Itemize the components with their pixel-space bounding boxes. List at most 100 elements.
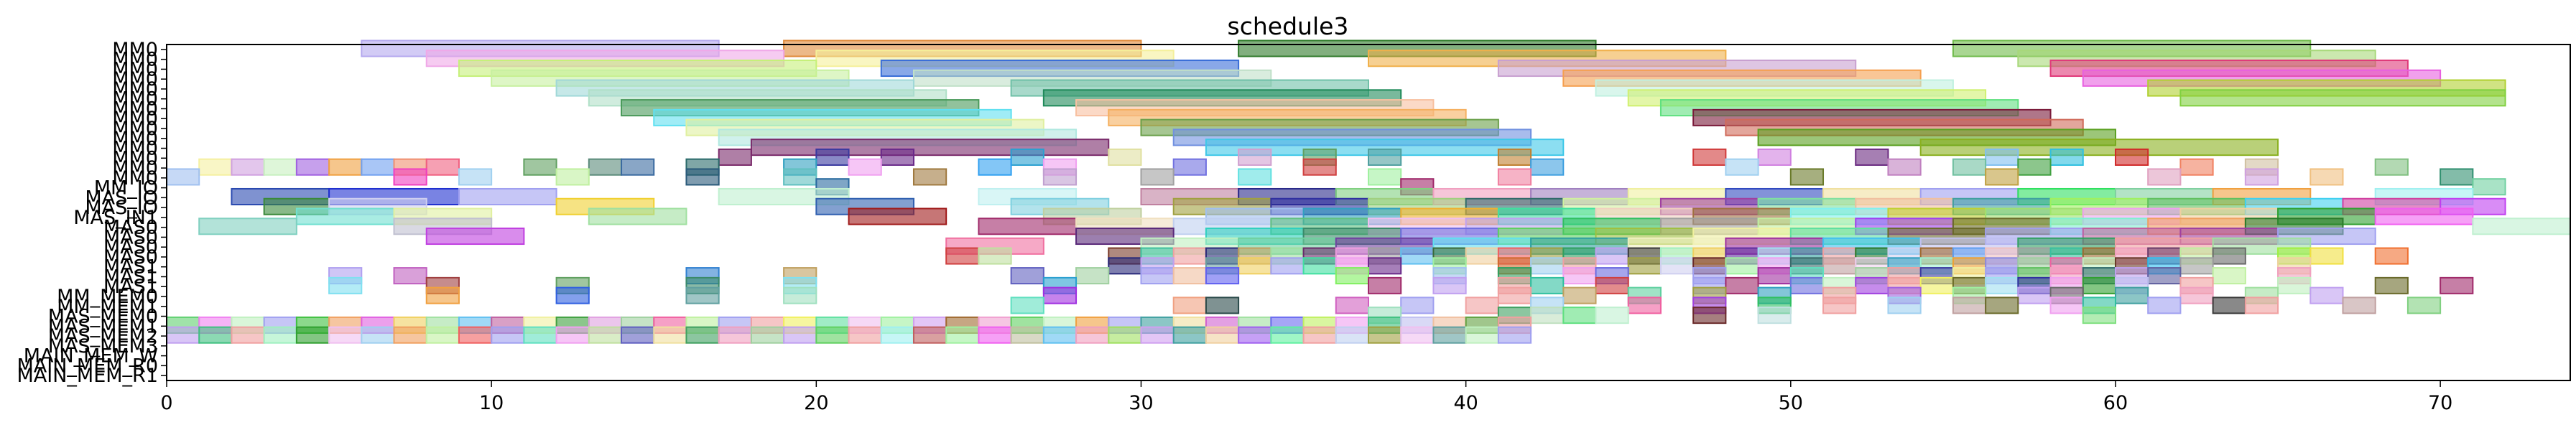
y-tick-label: MM0 (112, 108, 158, 130)
gantt-bar (1692, 148, 1727, 166)
gantt-bar (361, 158, 395, 176)
chart-title: schedule3 (1228, 12, 1349, 40)
gantt-bar (295, 207, 395, 225)
gantt-bar (2440, 276, 2474, 294)
gantt-bar (1075, 267, 1110, 285)
gantt-bar (393, 326, 427, 344)
gantt-bar (1465, 296, 1499, 314)
y-tick-label: MAIN_MEM_R0 (17, 355, 158, 377)
gantt-bar (1562, 267, 1597, 285)
y-tick-label: MM0 (112, 167, 158, 190)
gantt-bar (1368, 148, 1402, 166)
gantt-bar (2179, 286, 2214, 304)
gantt-bar (2147, 168, 2182, 186)
gantt-bar (295, 158, 330, 176)
gantt-bar (1400, 326, 1435, 344)
gantt-bar (198, 218, 297, 235)
gantt-bar (1952, 296, 1987, 314)
y-tick-label: MAS_IO (85, 197, 158, 219)
gantt-bar (166, 168, 200, 186)
gantt-bar (2212, 296, 2246, 314)
gantt-bar (1887, 158, 1922, 176)
gantt-bar (1172, 296, 1207, 314)
gantt-bar (1757, 267, 1792, 285)
gantt-bar (653, 326, 687, 344)
gantt-bar (328, 158, 363, 176)
gantt-bar (458, 326, 493, 344)
gantt-bar (1985, 276, 2019, 294)
gantt-bar (1789, 168, 1825, 186)
gantt-bar (621, 326, 655, 344)
x-axis-ticks: 0 10 20 30 40 50 60 70 (160, 380, 2452, 414)
gantt-bar (425, 158, 460, 176)
gantt-bar (1919, 139, 2279, 157)
gantt-bar (1822, 257, 1857, 275)
gantt-bar (425, 326, 460, 344)
y-tick-label: MAS0 (103, 226, 158, 248)
gantt-bar (523, 158, 557, 176)
gantt-bar (393, 267, 427, 285)
y-tick-label: MM0 (112, 138, 158, 160)
gantt-bar (588, 326, 623, 344)
y-tick-label: MAS_MEM3 (48, 335, 158, 358)
gantt-bar (1010, 267, 1044, 285)
y-axis-ticks: MM0MM0MM0MM0MM0MM0MM0MM0MM0MM0MM0MM0MM0M… (17, 39, 167, 387)
bars-layer (166, 39, 2571, 344)
y-tick-label: MM0 (112, 68, 158, 90)
gantt-bar (1335, 296, 1370, 314)
gantt-bar (425, 228, 525, 246)
gantt-bar (1465, 326, 1499, 344)
y-tick-label: MAS0 (103, 217, 158, 239)
gantt-bar (198, 158, 233, 176)
gantt-bar (1205, 296, 1240, 314)
gantt-bar (750, 326, 785, 344)
gantt-bar (1595, 276, 1629, 294)
gantt-bar (848, 158, 882, 176)
gantt-bar (2147, 296, 2182, 314)
gantt-bar (1238, 326, 1272, 344)
gantt-bar (1042, 326, 1078, 344)
gantt-bar (1562, 286, 1597, 304)
gantt-bar (2309, 168, 2344, 186)
gantt-bar (685, 168, 720, 186)
gantt-bar (2049, 148, 2084, 166)
gantt-bar (361, 326, 395, 344)
gantt-bar (523, 326, 557, 344)
gantt-bar (1368, 276, 1402, 294)
gantt-bar (2114, 148, 2149, 166)
gantt-bar (2049, 296, 2084, 314)
gantt-bar (1335, 326, 1370, 344)
gantt-bar (1172, 247, 1207, 265)
gantt-bar (1465, 247, 1499, 265)
gantt-bar (2342, 296, 2376, 314)
gantt-bar (945, 326, 980, 344)
gantt-bar (1238, 257, 1272, 275)
gantt-bar (263, 326, 297, 344)
gantt-bar (1530, 158, 1565, 176)
gantt-bar (231, 326, 265, 344)
gantt-bar (2212, 267, 2246, 285)
gantt-bar (1010, 296, 1044, 314)
gantt-bar (1919, 276, 1954, 294)
gantt-bar (1822, 296, 1857, 314)
gantt-bar (1172, 326, 1207, 344)
y-tick-label: MAS_IO (85, 187, 158, 209)
x-tick-label: 30 (1129, 392, 1153, 414)
gantt-bar (2244, 168, 2279, 186)
x-tick-label: 0 (160, 392, 172, 414)
y-tick-label: MAS_MEM1 (48, 315, 158, 337)
gantt-bar (621, 158, 655, 176)
gantt-bar (1595, 307, 1629, 324)
x-tick-label: 70 (2428, 392, 2452, 414)
gantt-bar (978, 158, 1012, 176)
gantt-bar (1140, 326, 1175, 344)
gantt-bar (978, 218, 1078, 235)
gantt-bar (588, 158, 623, 176)
gantt-bar (1887, 296, 1922, 314)
gantt-bar (1757, 148, 1792, 166)
x-tick-label: 20 (804, 392, 828, 414)
gantt-bar (1595, 247, 1629, 265)
gantt-bar (231, 158, 265, 176)
gantt-bar (555, 326, 590, 344)
